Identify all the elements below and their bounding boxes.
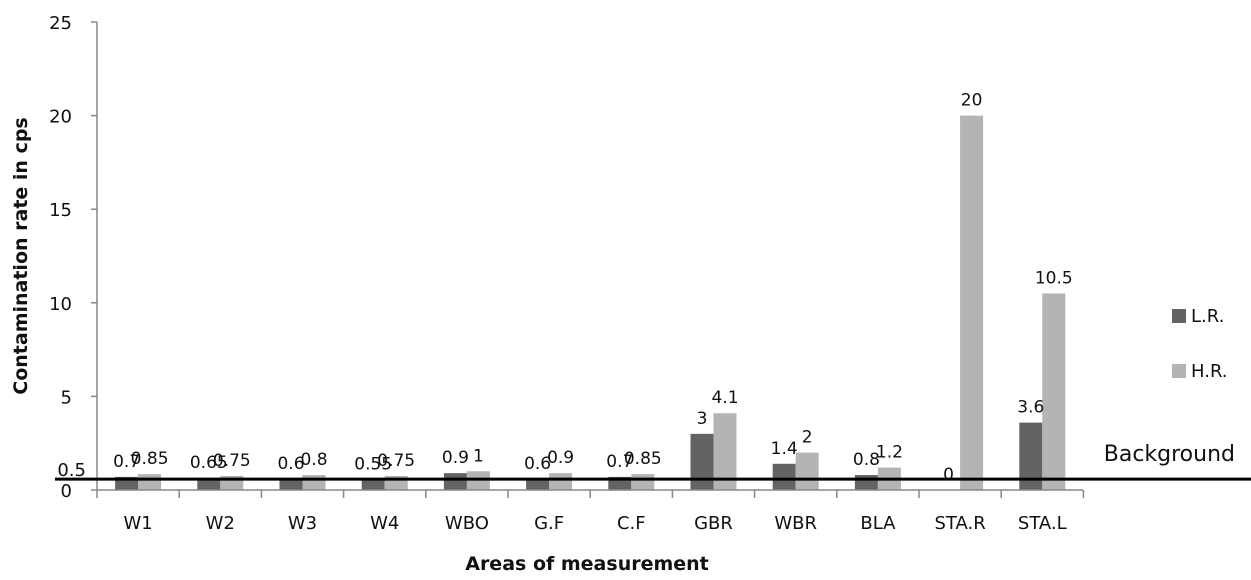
bar-hr (631, 474, 655, 490)
legend-label: H.R. (1191, 361, 1228, 382)
y-tick-label: 25 (49, 13, 72, 34)
bar-lr (443, 473, 467, 490)
data-label: 10.5 (1035, 268, 1073, 288)
x-tick-label: BLA (860, 513, 896, 534)
data-label: 0.8 (853, 450, 880, 470)
data-label: 0.6 (524, 454, 551, 474)
x-tick-label: STA.L (1018, 513, 1067, 534)
bar-hr (795, 452, 819, 490)
data-label: 0.9 (442, 448, 469, 468)
data-label: 0.65 (190, 453, 228, 473)
bar-lr (772, 463, 796, 490)
bar-hr (1042, 293, 1066, 490)
x-tick-label: WBO (445, 513, 489, 534)
reference-layer: Background 0.5 (55, 442, 1251, 481)
y-tick-label: 5 (61, 387, 72, 408)
bar-hr (302, 475, 326, 490)
bar-lr (1019, 422, 1043, 490)
legend-swatch (1172, 309, 1186, 323)
data-label: 4.1 (711, 388, 738, 408)
data-label: 1.2 (876, 443, 903, 463)
x-tick-label: W2 (206, 513, 235, 534)
bar-lr (279, 478, 303, 490)
bar-hr (713, 413, 737, 490)
data-label: 3 (697, 409, 708, 429)
bar-hr (549, 473, 573, 490)
x-axis-title: Areas of measurement (465, 553, 709, 575)
y-axis-title: Contamination rate in cps (10, 117, 32, 394)
background-value-label: 0.5 (57, 460, 86, 481)
data-label: 0.75 (377, 451, 415, 471)
bar-lr (197, 477, 221, 490)
data-label: 0 (943, 465, 954, 485)
data-label: 20 (961, 91, 983, 111)
data-label: 0.7 (113, 452, 140, 472)
data-label: 2 (802, 428, 813, 448)
x-tick-label: W3 (288, 513, 317, 534)
data-label: 0.8 (300, 450, 327, 470)
y-tick-label: 10 (49, 294, 72, 315)
y-tick-label: 20 (49, 107, 72, 128)
bars-layer (115, 115, 1066, 490)
bar-lr (526, 478, 550, 490)
x-tick-label: G.F (534, 513, 564, 534)
legend-label: L.R. (1191, 306, 1224, 327)
bar-lr (854, 475, 878, 490)
data-label: 0.85 (624, 449, 662, 469)
data-label: 0.55 (354, 455, 392, 475)
x-tick-label: STA.R (934, 513, 985, 534)
y-tick-label: 15 (49, 200, 72, 221)
legend-swatch (1172, 364, 1186, 378)
background-label: Background (1104, 442, 1235, 467)
data-label: 1.4 (771, 439, 798, 459)
x-tick-label: GBR (694, 513, 733, 534)
data-label: 0.9 (547, 448, 574, 468)
x-tick-label: W4 (370, 513, 399, 534)
legend: L.R. H.R. (1172, 306, 1228, 382)
x-tick-label: W1 (123, 513, 152, 534)
data-label: 3.6 (1017, 398, 1044, 418)
bar-lr (690, 433, 714, 490)
data-label: 0.75 (213, 451, 251, 471)
data-label: 1 (473, 446, 484, 466)
bar-hr (138, 474, 162, 490)
bar-lr (361, 479, 385, 490)
data-labels-layer: 0.70.85 0.650.75 0.60.8 0.550.75 0.9 1 0.60.9 0… (113, 91, 1073, 485)
bar-hr (960, 115, 984, 490)
x-tick-label: C.F (617, 513, 646, 534)
data-label: 0.85 (131, 449, 169, 469)
axes-layer (96, 22, 1083, 491)
data-label: 0.7 (606, 452, 633, 472)
y-tick-label: 0 (61, 481, 72, 502)
x-tick-label: WBR (774, 513, 817, 534)
data-label: 0.6 (277, 454, 304, 474)
